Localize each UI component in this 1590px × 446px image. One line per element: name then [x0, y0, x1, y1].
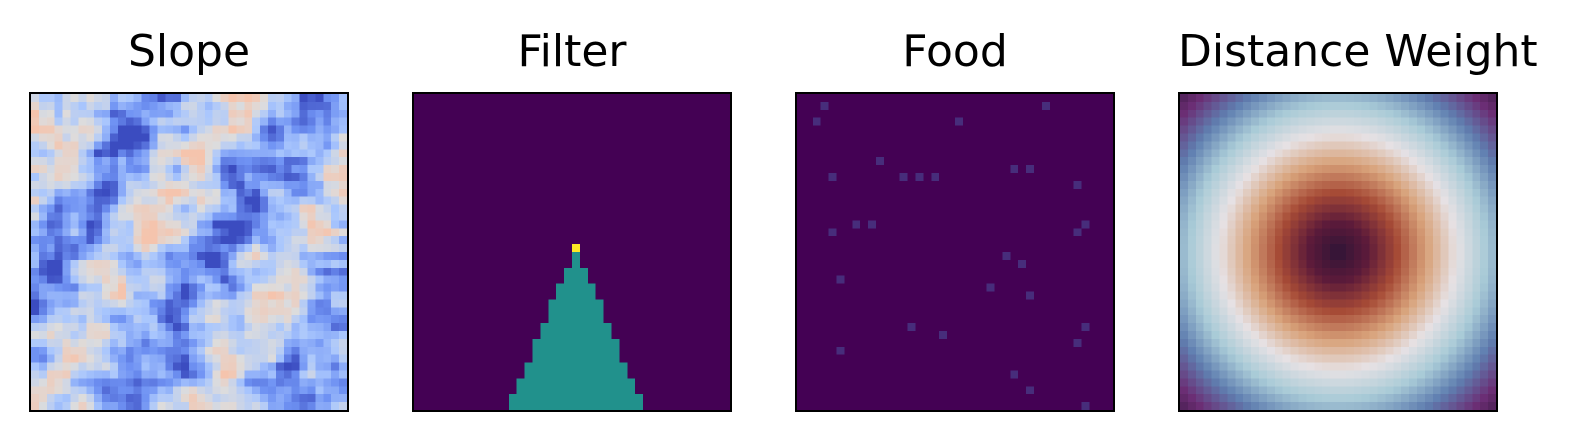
distance-weight-heatmap	[1178, 92, 1498, 412]
distance-weight-title: Distance Weight	[1178, 26, 1538, 77]
slope-title: Slope	[127, 26, 251, 77]
filter-heatmap	[412, 92, 732, 412]
filter-title: Filter	[517, 26, 627, 77]
food-heatmap	[795, 92, 1115, 412]
slope-heatmap	[29, 92, 349, 412]
food-title: Food	[902, 26, 1008, 77]
